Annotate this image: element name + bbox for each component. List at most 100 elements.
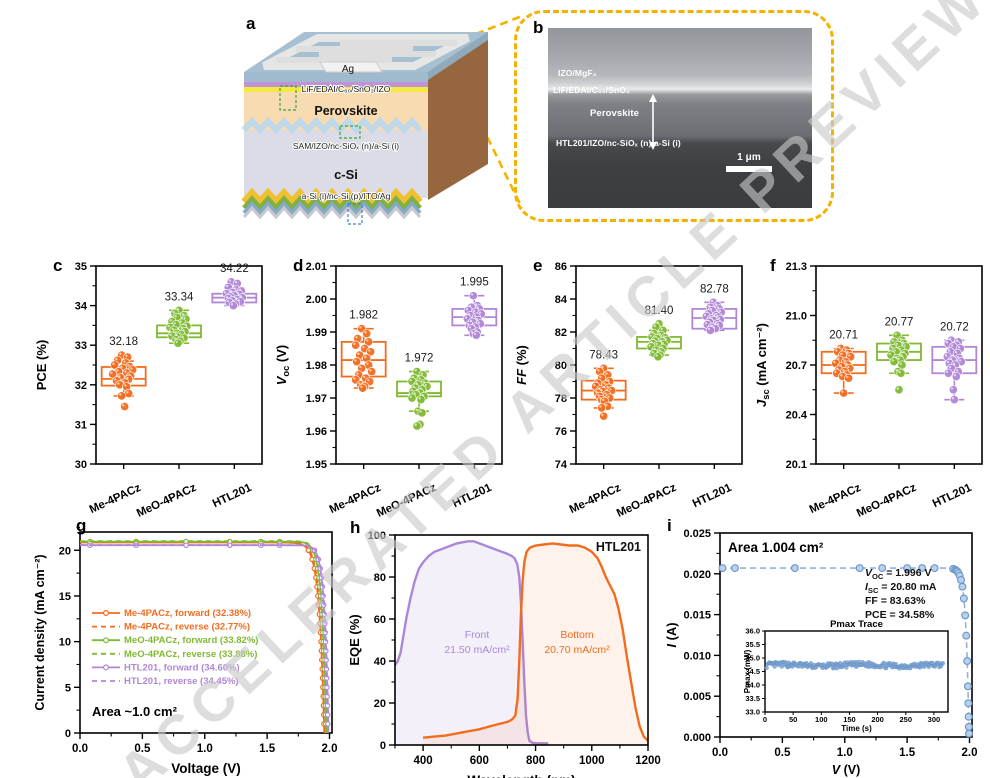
scatter-point-glint <box>179 320 182 323</box>
scatter-point-glint <box>951 397 955 400</box>
mean-value-label: 33.34 <box>165 291 194 303</box>
x-tick-label: 0.0 <box>72 743 88 755</box>
scatter-point <box>228 301 238 311</box>
scatter-point-glint <box>115 357 118 361</box>
scatter-point <box>407 393 417 403</box>
ag-tab <box>319 61 383 73</box>
y-axis-label: Voc (V) <box>274 345 291 386</box>
y-tick-label: 82 <box>555 327 567 339</box>
scatter-point-glint <box>415 408 418 412</box>
inset-x-tick-label: 0 <box>763 715 767 724</box>
y-tick-label: 0.025 <box>683 528 711 540</box>
scatter-point-glint <box>181 313 184 316</box>
layer-interface-zigzag <box>241 116 423 135</box>
y-tick-label: 1.95 <box>306 459 327 471</box>
x-tick-label: 1.5 <box>899 747 916 759</box>
scatter-point-glint <box>898 370 901 374</box>
scatter-point-glint <box>835 349 838 352</box>
scatter-point-glint <box>409 379 412 382</box>
y-tick-label: 10 <box>59 637 71 649</box>
inset-x-tick-label: 50 <box>789 715 797 724</box>
scatter-point-glint <box>418 397 421 400</box>
sem-label-izo: IZO/MgF₂ <box>558 68 597 78</box>
category-label: HTL201 <box>211 482 254 511</box>
iv-marker <box>903 564 912 573</box>
iv-annotation: PCE = 34.58% <box>865 609 935 621</box>
jv-marker <box>183 542 189 549</box>
y-tick-label: 32 <box>75 380 87 392</box>
mean-value-label: 1.982 <box>349 310 378 322</box>
iv-marker <box>718 564 727 573</box>
mean-value-label: 20.77 <box>885 316 914 328</box>
scatter-point-glint <box>899 337 902 341</box>
y-axis-label: Current density (mA cm⁻²) <box>33 554 47 710</box>
scatter-point-glint <box>840 374 843 377</box>
scalebar-label: 1 μm <box>737 152 761 163</box>
y-tick-label: 78 <box>555 393 567 405</box>
scatter-point <box>412 421 422 431</box>
scatter-point-glint <box>604 392 607 395</box>
scatter-point-glint <box>465 308 469 311</box>
sem-label-perovskite: Perovskite <box>590 108 640 119</box>
eqe-curve-bottom <box>422 542 649 742</box>
scatter-point-glint <box>595 390 598 393</box>
y-tick-label: 1.96 <box>306 426 327 438</box>
scatter-point-glint <box>366 362 369 365</box>
area-label: Area 1.004 cm² <box>728 540 824 555</box>
eqe-series-current: 20.70 mA/cm² <box>544 644 610 656</box>
scatter-point-glint <box>710 299 714 303</box>
thickness-arrow <box>649 94 657 150</box>
inset-y-tick-label: 33.0 <box>745 708 760 717</box>
y-tick-label: 20 <box>374 698 386 710</box>
scatter-point-glint <box>183 316 186 319</box>
legend-label: MeO-4PACz, forward (33.82%) <box>124 635 258 646</box>
scatter-point-glint <box>360 385 363 388</box>
scatter-point-glint <box>475 317 479 321</box>
y-tick-label: 80 <box>374 572 386 584</box>
scatter-point-glint <box>897 357 900 360</box>
scatter-point-glint <box>364 355 367 359</box>
iv-marker <box>964 712 973 721</box>
scatter-point-glint <box>717 317 721 320</box>
scatter-point-glint <box>364 331 367 334</box>
scatter-point-glint <box>605 372 608 375</box>
scatter-point-glint <box>843 359 846 362</box>
scatter-point-glint <box>125 354 128 357</box>
scatter-point-glint <box>122 404 125 407</box>
iv-marker <box>964 722 973 731</box>
iv-marker <box>964 699 973 708</box>
scatter-point-glint <box>840 352 843 355</box>
scatter-point-glint <box>893 349 896 352</box>
scatter-point-glint <box>468 326 472 329</box>
y-axis-label: I (A) <box>664 622 679 647</box>
scatter-point <box>597 403 607 413</box>
inset-point <box>808 661 814 666</box>
y-axis-label: Jsc (mA cm⁻²) <box>754 323 771 407</box>
scatter-point <box>894 385 904 395</box>
iv-marker <box>964 729 973 738</box>
scatter-point-glint <box>477 321 481 324</box>
legend-marker <box>102 609 109 616</box>
scatter-point-glint <box>845 362 848 365</box>
category-label: HTL201 <box>931 482 974 511</box>
scatter-point-glint <box>366 339 369 342</box>
scatter-point-glint <box>703 313 707 317</box>
x-tick-label: 1.5 <box>259 743 276 755</box>
scatter-point-glint <box>606 385 609 388</box>
scatter-point <box>948 385 958 395</box>
panel-letter-b: b <box>533 18 544 37</box>
scatter-point-glint <box>226 299 230 303</box>
x-tick-label: 0.5 <box>134 743 151 755</box>
scatter-point-glint <box>228 279 232 282</box>
scatter-point-glint <box>899 362 902 365</box>
x-tick-label: 400 <box>414 755 433 767</box>
y-tick-label: 2.00 <box>306 294 327 306</box>
scatter-point-glint <box>169 318 172 322</box>
scatter-point-glint <box>888 352 891 355</box>
scatter-point <box>889 357 899 367</box>
rear-label: a-Si (i)/nc-Si (p)/ITO/Ag <box>302 191 391 201</box>
y-tick-label: 33 <box>75 340 87 352</box>
scatter-point <box>705 325 715 335</box>
